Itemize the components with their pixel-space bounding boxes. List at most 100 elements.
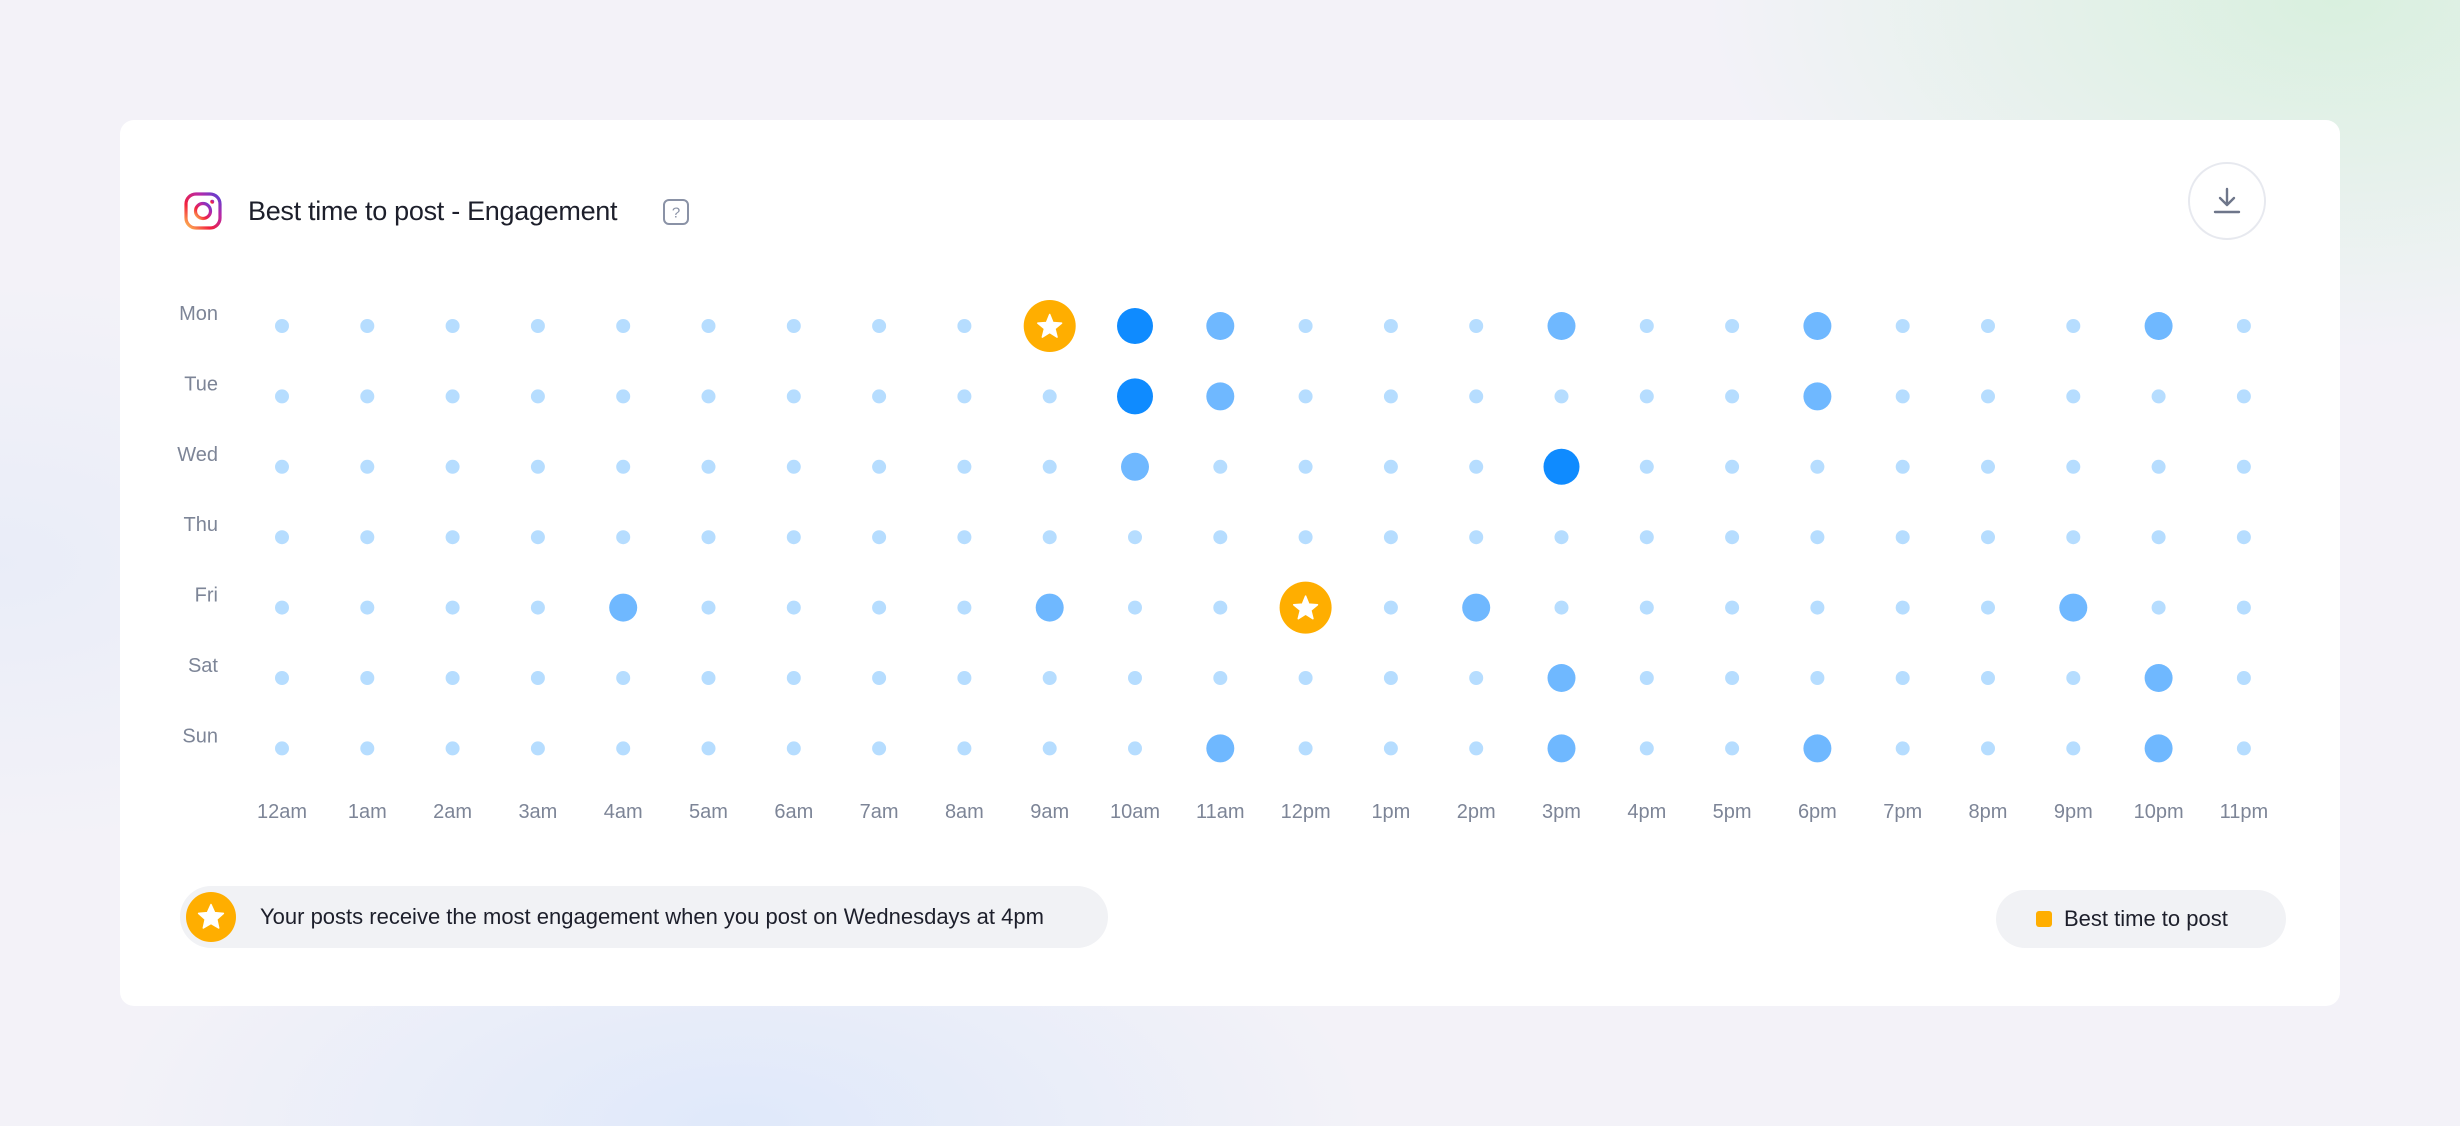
engagement-dot-thu-5am[interactable]	[701, 530, 716, 545]
engagement-dot-sun-9am[interactable]	[1042, 741, 1057, 756]
engagement-dot-fri-11am[interactable]	[1213, 600, 1228, 615]
engagement-dot-sun-6am[interactable]	[786, 741, 801, 756]
engagement-dot-sat-12pm[interactable]	[1298, 671, 1313, 685]
engagement-dot-wed-8am[interactable]	[957, 459, 972, 474]
engagement-dot-mon-6pm[interactable]	[1803, 312, 1832, 340]
engagement-dot-thu-4am[interactable]	[616, 530, 631, 545]
engagement-dot-tue-9pm[interactable]	[2066, 389, 2081, 404]
engagement-dot-sat-9am[interactable]	[1042, 671, 1057, 685]
engagement-dot-sat-6pm[interactable]	[1810, 671, 1825, 685]
engagement-dot-fri-1am[interactable]	[360, 600, 375, 615]
engagement-dot-sun-10pm[interactable]	[2144, 734, 2173, 763]
engagement-dot-mon-8pm[interactable]	[1981, 319, 1995, 333]
engagement-dot-thu-8am[interactable]	[957, 530, 972, 545]
engagement-dot-sun-1pm[interactable]	[1383, 741, 1398, 756]
engagement-dot-mon-2pm[interactable]	[1469, 319, 1484, 333]
engagement-dot-wed-11pm[interactable]	[2236, 459, 2251, 474]
engagement-dot-wed-8pm[interactable]	[1981, 459, 1995, 474]
engagement-dot-fri-9am[interactable]	[1035, 593, 1064, 622]
engagement-dot-sat-10pm[interactable]	[2144, 664, 2173, 692]
engagement-dot-tue-4am[interactable]	[616, 389, 631, 404]
engagement-dot-thu-11am[interactable]	[1213, 530, 1228, 545]
engagement-dot-fri-6pm[interactable]	[1810, 600, 1825, 615]
engagement-dot-wed-3pm[interactable]	[1543, 448, 1580, 485]
engagement-dot-wed-6am[interactable]	[786, 459, 801, 474]
engagement-dot-mon-8am[interactable]	[957, 319, 972, 333]
engagement-dot-fri-11pm[interactable]	[2236, 600, 2251, 615]
engagement-dot-wed-5am[interactable]	[701, 459, 716, 474]
engagement-dot-mon-3am[interactable]	[530, 319, 545, 333]
engagement-dot-tue-11am[interactable]	[1206, 382, 1235, 411]
engagement-dot-thu-6am[interactable]	[786, 530, 801, 545]
engagement-dot-sat-7am[interactable]	[872, 671, 887, 685]
engagement-dot-wed-1am[interactable]	[360, 459, 375, 474]
engagement-dot-thu-4pm[interactable]	[1639, 530, 1654, 545]
engagement-dot-sun-4am[interactable]	[616, 741, 631, 756]
engagement-dot-sun-6pm[interactable]	[1803, 734, 1832, 763]
engagement-dot-thu-8pm[interactable]	[1981, 530, 1995, 545]
engagement-dot-thu-5pm[interactable]	[1725, 530, 1740, 545]
engagement-dot-mon-1pm[interactable]	[1383, 319, 1398, 333]
best-time-star-mon-9am[interactable]	[1023, 300, 1076, 352]
engagement-dot-thu-11pm[interactable]	[2236, 530, 2251, 545]
engagement-dot-thu-2pm[interactable]	[1469, 530, 1484, 545]
engagement-dot-tue-4pm[interactable]	[1639, 389, 1654, 404]
engagement-dot-tue-12pm[interactable]	[1298, 389, 1313, 404]
engagement-dot-mon-11pm[interactable]	[2236, 319, 2251, 333]
engagement-dot-thu-9pm[interactable]	[2066, 530, 2081, 545]
engagement-dot-tue-6pm[interactable]	[1803, 382, 1832, 411]
engagement-dot-fri-5am[interactable]	[701, 600, 716, 615]
engagement-dot-sun-9pm[interactable]	[2066, 741, 2081, 756]
engagement-dot-sat-5pm[interactable]	[1725, 671, 1740, 685]
engagement-dot-tue-5am[interactable]	[701, 389, 716, 404]
engagement-dot-sat-9pm[interactable]	[2066, 671, 2081, 685]
engagement-dot-tue-10am[interactable]	[1117, 378, 1153, 415]
engagement-dot-mon-5pm[interactable]	[1725, 319, 1740, 333]
engagement-dot-wed-5pm[interactable]	[1725, 459, 1740, 474]
engagement-dot-sat-8am[interactable]	[957, 671, 972, 685]
engagement-dot-sat-5am[interactable]	[701, 671, 716, 685]
engagement-dot-fri-3pm[interactable]	[1554, 600, 1569, 615]
engagement-dot-sat-1am[interactable]	[360, 671, 375, 685]
engagement-dot-fri-8am[interactable]	[957, 600, 972, 615]
engagement-dot-fri-9pm[interactable]	[2059, 593, 2088, 622]
engagement-dot-fri-6am[interactable]	[786, 600, 801, 615]
engagement-dot-fri-8pm[interactable]	[1981, 600, 1995, 615]
engagement-dot-wed-10am[interactable]	[1121, 452, 1149, 481]
engagement-dot-sat-12am[interactable]	[275, 671, 289, 685]
engagement-dot-fri-2am[interactable]	[445, 600, 460, 615]
engagement-dot-sat-1pm[interactable]	[1383, 671, 1398, 685]
question-icon[interactable]: ?	[662, 198, 690, 226]
engagement-dot-sat-11am[interactable]	[1213, 671, 1228, 685]
engagement-dot-tue-5pm[interactable]	[1725, 389, 1740, 404]
engagement-dot-wed-2am[interactable]	[445, 459, 460, 474]
engagement-dot-sat-8pm[interactable]	[1981, 671, 1995, 685]
engagement-dot-tue-1am[interactable]	[360, 389, 375, 404]
engagement-dot-mon-3pm[interactable]	[1547, 312, 1576, 340]
engagement-dot-wed-9pm[interactable]	[2066, 459, 2081, 474]
engagement-dot-sat-7pm[interactable]	[1895, 671, 1910, 685]
engagement-dot-sun-12pm[interactable]	[1298, 741, 1313, 756]
engagement-dot-sat-4am[interactable]	[616, 671, 631, 685]
engagement-dot-fri-5pm[interactable]	[1725, 600, 1740, 615]
engagement-dot-fri-10am[interactable]	[1128, 600, 1142, 615]
engagement-dot-tue-2pm[interactable]	[1469, 389, 1484, 404]
engagement-dot-sun-4pm[interactable]	[1639, 741, 1654, 756]
engagement-dot-mon-7pm[interactable]	[1895, 319, 1910, 333]
engagement-dot-wed-7pm[interactable]	[1895, 459, 1910, 474]
engagement-dot-sun-2pm[interactable]	[1469, 741, 1484, 756]
engagement-dot-fri-12am[interactable]	[275, 600, 289, 615]
engagement-dot-sun-12am[interactable]	[275, 741, 289, 756]
engagement-dot-tue-3am[interactable]	[530, 389, 545, 404]
engagement-dot-wed-6pm[interactable]	[1810, 459, 1825, 474]
engagement-dot-mon-4am[interactable]	[616, 319, 631, 333]
engagement-dot-wed-10pm[interactable]	[2151, 459, 2166, 474]
engagement-dot-sun-11am[interactable]	[1206, 734, 1235, 763]
engagement-dot-mon-6am[interactable]	[786, 319, 801, 333]
engagement-dot-mon-4pm[interactable]	[1639, 319, 1654, 333]
engagement-dot-tue-10pm[interactable]	[2151, 389, 2166, 404]
engagement-dot-mon-7am[interactable]	[872, 319, 887, 333]
engagement-dot-mon-5am[interactable]	[701, 319, 716, 333]
engagement-dot-sat-2am[interactable]	[445, 671, 460, 685]
engagement-dot-sun-8am[interactable]	[957, 741, 972, 756]
